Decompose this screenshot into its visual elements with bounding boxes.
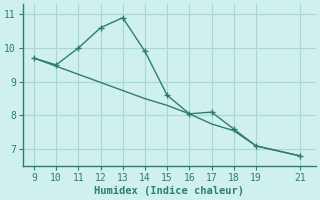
X-axis label: Humidex (Indice chaleur): Humidex (Indice chaleur)	[94, 186, 244, 196]
